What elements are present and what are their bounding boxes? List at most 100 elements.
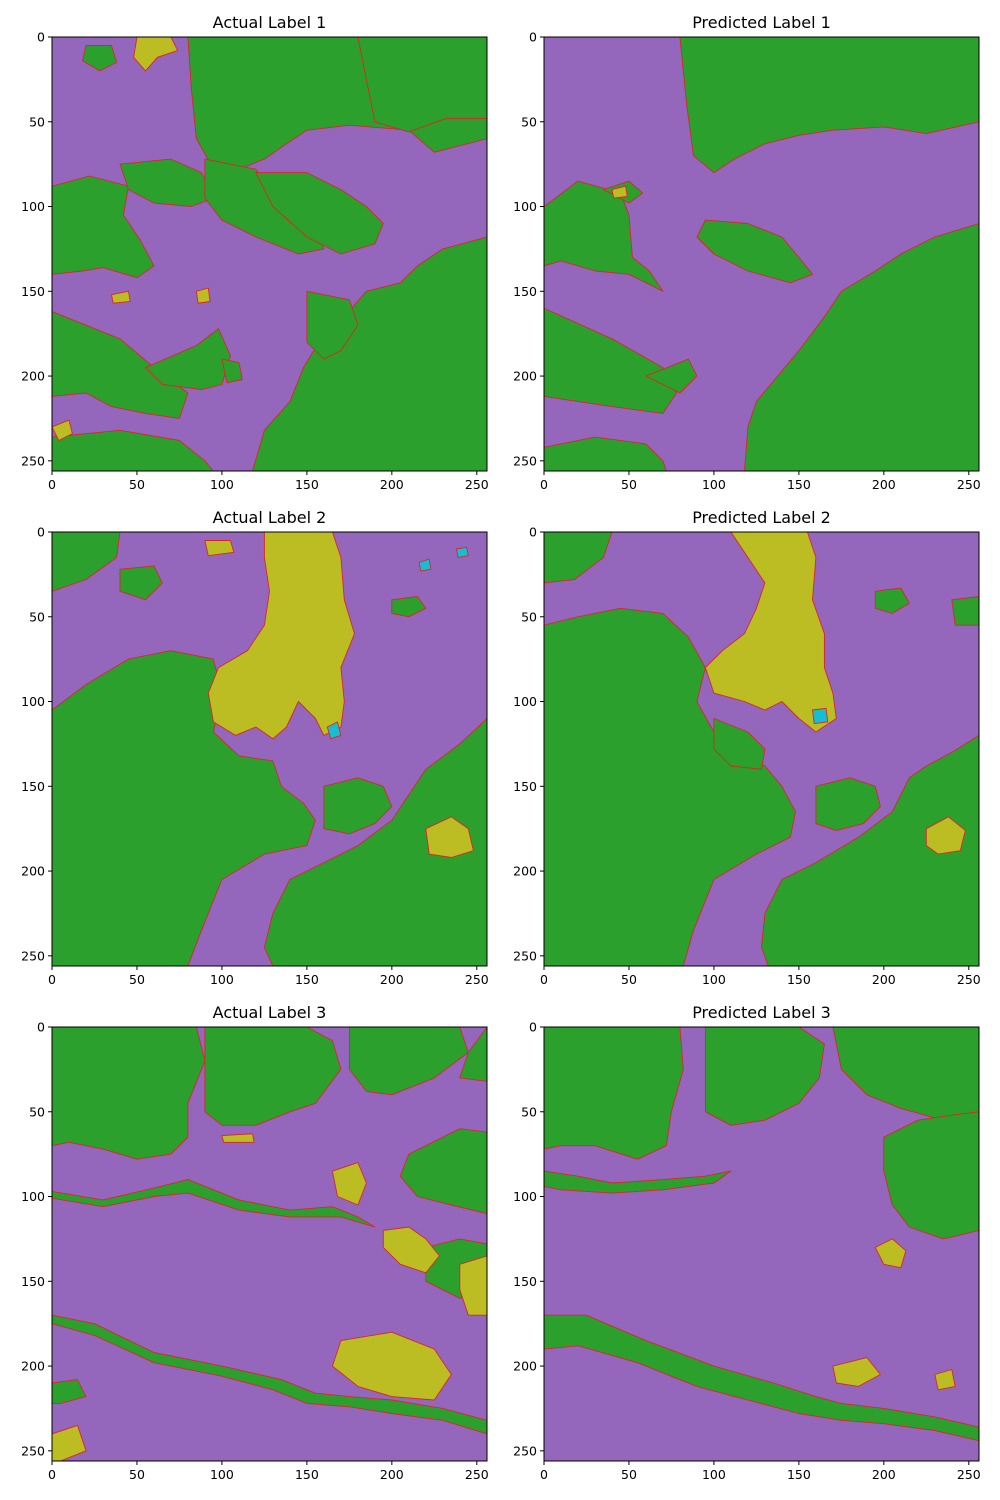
green-class-region xyxy=(704,1027,825,1126)
x-tick-label: 250 xyxy=(465,972,489,987)
cyan-class-region xyxy=(326,721,342,740)
y-tick-label: 200 xyxy=(21,1359,45,1374)
x-tick-label: 150 xyxy=(787,1467,811,1482)
cyan-class-region xyxy=(418,558,432,572)
green-class-region xyxy=(119,158,214,207)
y-tick-label: 150 xyxy=(21,1274,45,1289)
y-tick-label: 200 xyxy=(21,864,45,879)
x-tick-label: 0 xyxy=(540,972,548,987)
y-tick-label: 50 xyxy=(29,114,45,129)
axes-frame xyxy=(543,531,980,967)
x-tick-label: 50 xyxy=(621,972,637,987)
green-class-region xyxy=(263,718,487,966)
olive-class-region xyxy=(52,419,73,441)
map-layer xyxy=(52,1027,487,1461)
green-class-region xyxy=(306,290,359,360)
green-class-region xyxy=(52,1179,376,1228)
olive-class-region xyxy=(382,1226,440,1274)
olive-class-region xyxy=(207,532,355,740)
panel-title: Predicted Label 2 xyxy=(692,508,831,527)
y-tick-label: 0 xyxy=(37,525,45,540)
green-class-region xyxy=(52,429,214,471)
olive-class-region xyxy=(925,816,966,855)
y-tick-label: 250 xyxy=(21,453,45,468)
y-tick-label: 50 xyxy=(521,1104,537,1119)
x-tick-label: 250 xyxy=(957,477,981,492)
green-class-region xyxy=(459,1027,487,1082)
green-class-region xyxy=(391,595,427,618)
y-tick-label: 150 xyxy=(21,284,45,299)
y-tick-label: 200 xyxy=(513,864,537,879)
y-tick-label: 200 xyxy=(513,1359,537,1374)
x-tick-label: 250 xyxy=(957,1467,981,1482)
y-tick-label: 200 xyxy=(513,369,537,384)
axes-frame xyxy=(543,36,980,472)
green-class-region xyxy=(204,1027,342,1126)
axes-predicted-label-2: Predicted Label 2 0 50 100 150 200 2500501001… xyxy=(513,508,981,987)
green-class-region xyxy=(323,777,393,835)
x-tick-label: 50 xyxy=(129,477,145,492)
axes-actual-label-1: Actual Label 1 0 50 100 150 200 2500501001502… xyxy=(21,13,489,492)
x-tick-label: 250 xyxy=(957,972,981,987)
axes-predicted-label-1: Predicted Label 1 0 50 100 150 200 2500501001… xyxy=(513,13,981,492)
green-class-region xyxy=(544,1170,732,1194)
y-tick-label: 250 xyxy=(513,948,537,963)
x-tick-label: 100 xyxy=(702,972,726,987)
x-tick-label: 150 xyxy=(787,972,811,987)
axes-frame xyxy=(51,1026,488,1462)
cyan-class-region xyxy=(812,707,829,725)
olive-class-region xyxy=(704,532,837,733)
x-tick-label: 150 xyxy=(295,972,319,987)
olive-class-region xyxy=(195,287,211,304)
green-class-region xyxy=(52,650,316,966)
x-tick-label: 200 xyxy=(872,1467,896,1482)
x-tick-label: 250 xyxy=(465,1467,489,1482)
x-tick-label: 0 xyxy=(48,972,56,987)
x-tick-label: 0 xyxy=(48,1467,56,1482)
olive-class-region xyxy=(874,1238,907,1269)
y-tick-label: 50 xyxy=(29,1104,45,1119)
olive-class-region xyxy=(331,1331,452,1401)
green-class-region xyxy=(544,607,796,966)
olive-class-region xyxy=(934,1369,956,1391)
y-tick-label: 250 xyxy=(513,453,537,468)
x-tick-label: 0 xyxy=(48,477,56,492)
green-class-region xyxy=(399,1128,487,1214)
y-tick-label: 150 xyxy=(21,779,45,794)
green-class-region xyxy=(832,1027,979,1121)
y-tick-label: 200 xyxy=(21,369,45,384)
green-class-region xyxy=(82,45,118,72)
green-class-region xyxy=(679,37,979,174)
cyan-class-region xyxy=(455,546,469,558)
green-class-region xyxy=(221,358,243,384)
x-tick-label: 100 xyxy=(210,972,234,987)
green-class-region xyxy=(951,595,979,626)
y-tick-label: 50 xyxy=(521,609,537,624)
green-class-region xyxy=(52,311,189,419)
x-tick-label: 150 xyxy=(295,1467,319,1482)
x-tick-label: 250 xyxy=(465,477,489,492)
green-class-region xyxy=(544,436,667,471)
y-tick-label: 100 xyxy=(513,1189,537,1204)
olive-class-region xyxy=(459,1255,487,1316)
map-layer xyxy=(544,1027,979,1461)
panel-title: Actual Label 3 xyxy=(213,1003,327,1022)
olive-class-region xyxy=(221,1133,255,1143)
y-tick-label: 50 xyxy=(521,114,537,129)
axes-frame xyxy=(543,1026,980,1462)
olive-class-region xyxy=(204,540,235,557)
olive-class-region xyxy=(331,1162,367,1206)
green-class-region xyxy=(52,532,121,592)
x-tick-label: 200 xyxy=(380,1467,404,1482)
green-class-region xyxy=(52,1379,87,1404)
green-class-region xyxy=(357,37,487,133)
y-tick-label: 50 xyxy=(29,609,45,624)
panel-title: Actual Label 1 xyxy=(213,13,327,32)
green-class-region xyxy=(544,1314,979,1442)
green-class-region xyxy=(544,1027,684,1160)
y-tick-label: 100 xyxy=(21,1189,45,1204)
x-tick-label: 100 xyxy=(702,477,726,492)
x-tick-label: 50 xyxy=(129,1467,145,1482)
green-class-region xyxy=(544,307,677,414)
